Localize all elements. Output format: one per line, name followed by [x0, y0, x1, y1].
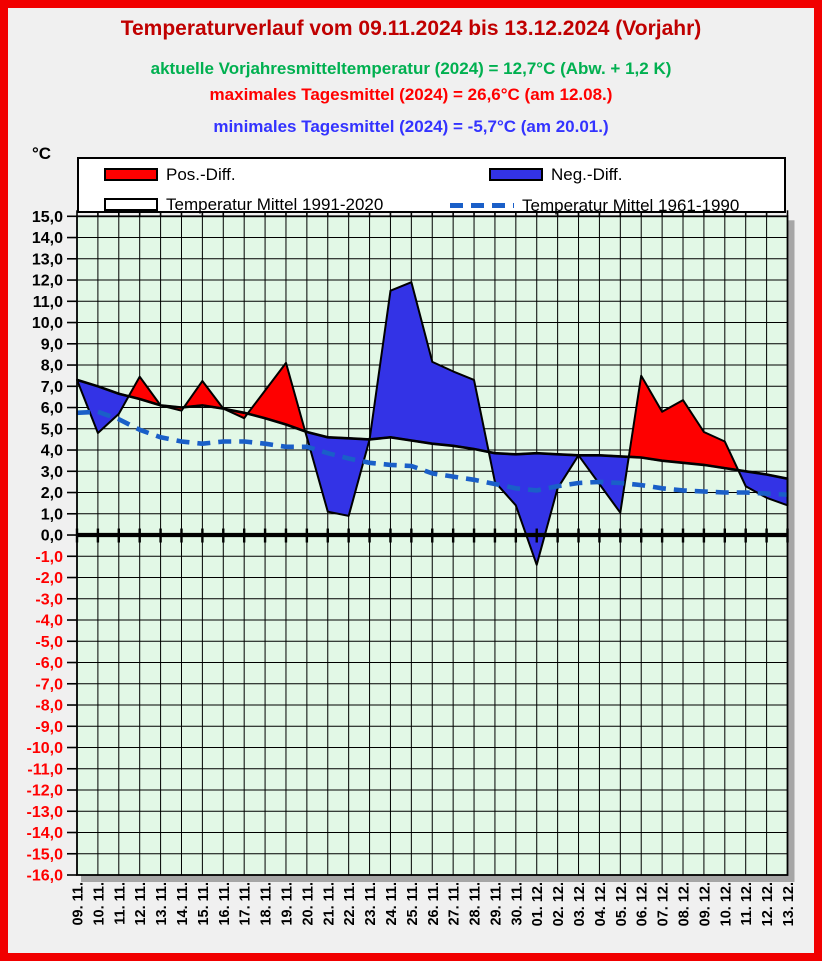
subtitle-max-daily-mean: maximales Tagesmittel (2024) = 26,6°C (a…	[209, 85, 613, 104]
x-axis-label: 01. 12.	[530, 882, 546, 926]
mean-1991-2020-swatch	[104, 198, 158, 211]
x-axis-label: 11. 11.	[112, 882, 128, 925]
y-axis-label: -4,0	[35, 613, 63, 630]
y-axis-label: -13,0	[27, 804, 64, 821]
x-axis-label: 14. 11.	[175, 882, 191, 926]
x-axis-label: 20. 11.	[300, 882, 316, 926]
x-axis-label: 12. 11.	[133, 882, 149, 926]
x-axis-label: 24. 11.	[384, 882, 400, 926]
x-axis-label: 27. 11.	[447, 882, 463, 926]
chart-legend: Pos.-Diff. Neg.-Diff. Temperatur Mittel …	[77, 157, 786, 214]
y-axis-label: 10,0	[32, 315, 63, 332]
x-axis-label: 22. 11.	[342, 882, 358, 926]
legend-item-mean-1961-1990: Temperatur Mittel 1961-1990	[450, 197, 739, 214]
x-axis-label: 08. 12.	[677, 882, 693, 926]
x-axis-label: 29. 11.	[488, 882, 504, 926]
y-axis-label: 2,0	[41, 485, 63, 502]
pos-diff-swatch	[104, 168, 158, 181]
chart-title: Temperaturverlauf vom 09.11.2024 bis 13.…	[120, 17, 702, 40]
x-axis-label: 18. 11.	[259, 882, 275, 926]
subtitle-min-daily-mean: minimales Tagesmittel (2024) = -5,7°C (a…	[213, 117, 609, 136]
x-axis-label: 13. 11.	[154, 882, 170, 926]
x-axis-label: 26. 11.	[426, 882, 442, 926]
x-axis-label: 16. 11.	[217, 882, 233, 926]
y-axis-label: 1,0	[41, 506, 63, 523]
y-axis-label: -16,0	[27, 868, 64, 885]
y-axis-label: 4,0	[41, 443, 63, 460]
y-axis-label: 15,0	[32, 209, 63, 226]
x-axis-label: 09. 12.	[697, 882, 713, 926]
x-axis-label: 30. 11.	[509, 882, 525, 926]
y-axis-label: 14,0	[32, 230, 63, 247]
subtitle-year-mean: aktuelle Vorjahresmitteltemperatur (2024…	[150, 59, 672, 78]
legend-label: Neg.-Diff.	[551, 165, 623, 184]
x-axis-label: 25. 11.	[405, 882, 421, 926]
x-axis-label: 02. 12.	[551, 882, 567, 926]
y-axis-label: 7,0	[41, 379, 63, 396]
x-axis-label: 21. 11.	[321, 882, 337, 926]
mean-1991-2020-line	[76, 378, 788, 480]
x-axis-label: 17. 11.	[238, 882, 254, 926]
y-axis-label: 11,0	[33, 294, 63, 311]
x-axis-label: 12. 12.	[760, 882, 776, 926]
x-axis-label: 05. 12.	[614, 882, 630, 926]
x-axis-label: 11. 12.	[739, 882, 755, 926]
y-axis-label: 13,0	[32, 251, 63, 268]
y-axis-label: -10,0	[27, 740, 64, 757]
y-axis-label: 3,0	[41, 464, 63, 481]
mean-1961-1990-dash-swatch	[450, 203, 514, 208]
y-axis-label: 9,0	[41, 336, 63, 353]
x-axis-label: 03. 12.	[572, 882, 588, 926]
x-axis-label: 10. 12.	[718, 882, 734, 926]
y-axis-label: -1,0	[35, 549, 63, 566]
y-axis-label: 5,0	[41, 421, 63, 438]
x-axis-label: 13. 12.	[781, 882, 797, 926]
x-axis-label: 04. 12.	[593, 882, 609, 926]
y-axis-label: 6,0	[41, 400, 63, 417]
legend-item-pos-diff: Pos.-Diff.	[104, 166, 236, 183]
x-axis-label: 23. 11.	[363, 882, 379, 926]
x-axis-label: 15. 11.	[196, 882, 212, 926]
x-axis-label: 06. 12.	[635, 882, 651, 926]
legend-item-mean-1991-2020: Temperatur Mittel 1991-2020	[104, 196, 383, 213]
y-axis-label: -11,0	[27, 761, 63, 778]
y-axis-label: -7,0	[35, 676, 63, 693]
neg-diff-swatch	[489, 168, 543, 181]
y-axis-label: -9,0	[35, 719, 63, 736]
y-axis-label: -12,0	[27, 783, 64, 800]
y-axis-label: 0,0	[41, 528, 63, 545]
legend-item-neg-diff: Neg.-Diff.	[489, 166, 623, 183]
y-axis-label: -14,0	[27, 825, 64, 842]
x-axis-label: 09. 11.	[71, 882, 87, 926]
y-axis-label: 12,0	[32, 273, 63, 290]
x-axis-label: 19. 11.	[279, 882, 295, 926]
legend-label: Pos.-Diff.	[166, 165, 236, 184]
x-axis-label: 10. 11.	[91, 882, 107, 926]
y-axis-label: -15,0	[27, 846, 64, 863]
y-axis-unit-label: °C	[32, 144, 52, 163]
y-axis-label: -5,0	[35, 634, 63, 651]
x-axis-label: 28. 11.	[468, 882, 484, 926]
y-axis-label: -2,0	[35, 570, 63, 587]
legend-label: Temperatur Mittel 1961-1990	[522, 196, 740, 215]
y-axis-label: 8,0	[41, 358, 63, 375]
mean-1961-1990-dashed-line	[76, 409, 788, 497]
legend-label: Temperatur Mittel 1991-2020	[166, 195, 384, 214]
x-axis-label: 07. 12.	[656, 882, 672, 926]
y-axis-label: -8,0	[35, 698, 63, 715]
y-axis-label: -6,0	[35, 655, 63, 672]
y-axis-label: -3,0	[35, 591, 63, 608]
